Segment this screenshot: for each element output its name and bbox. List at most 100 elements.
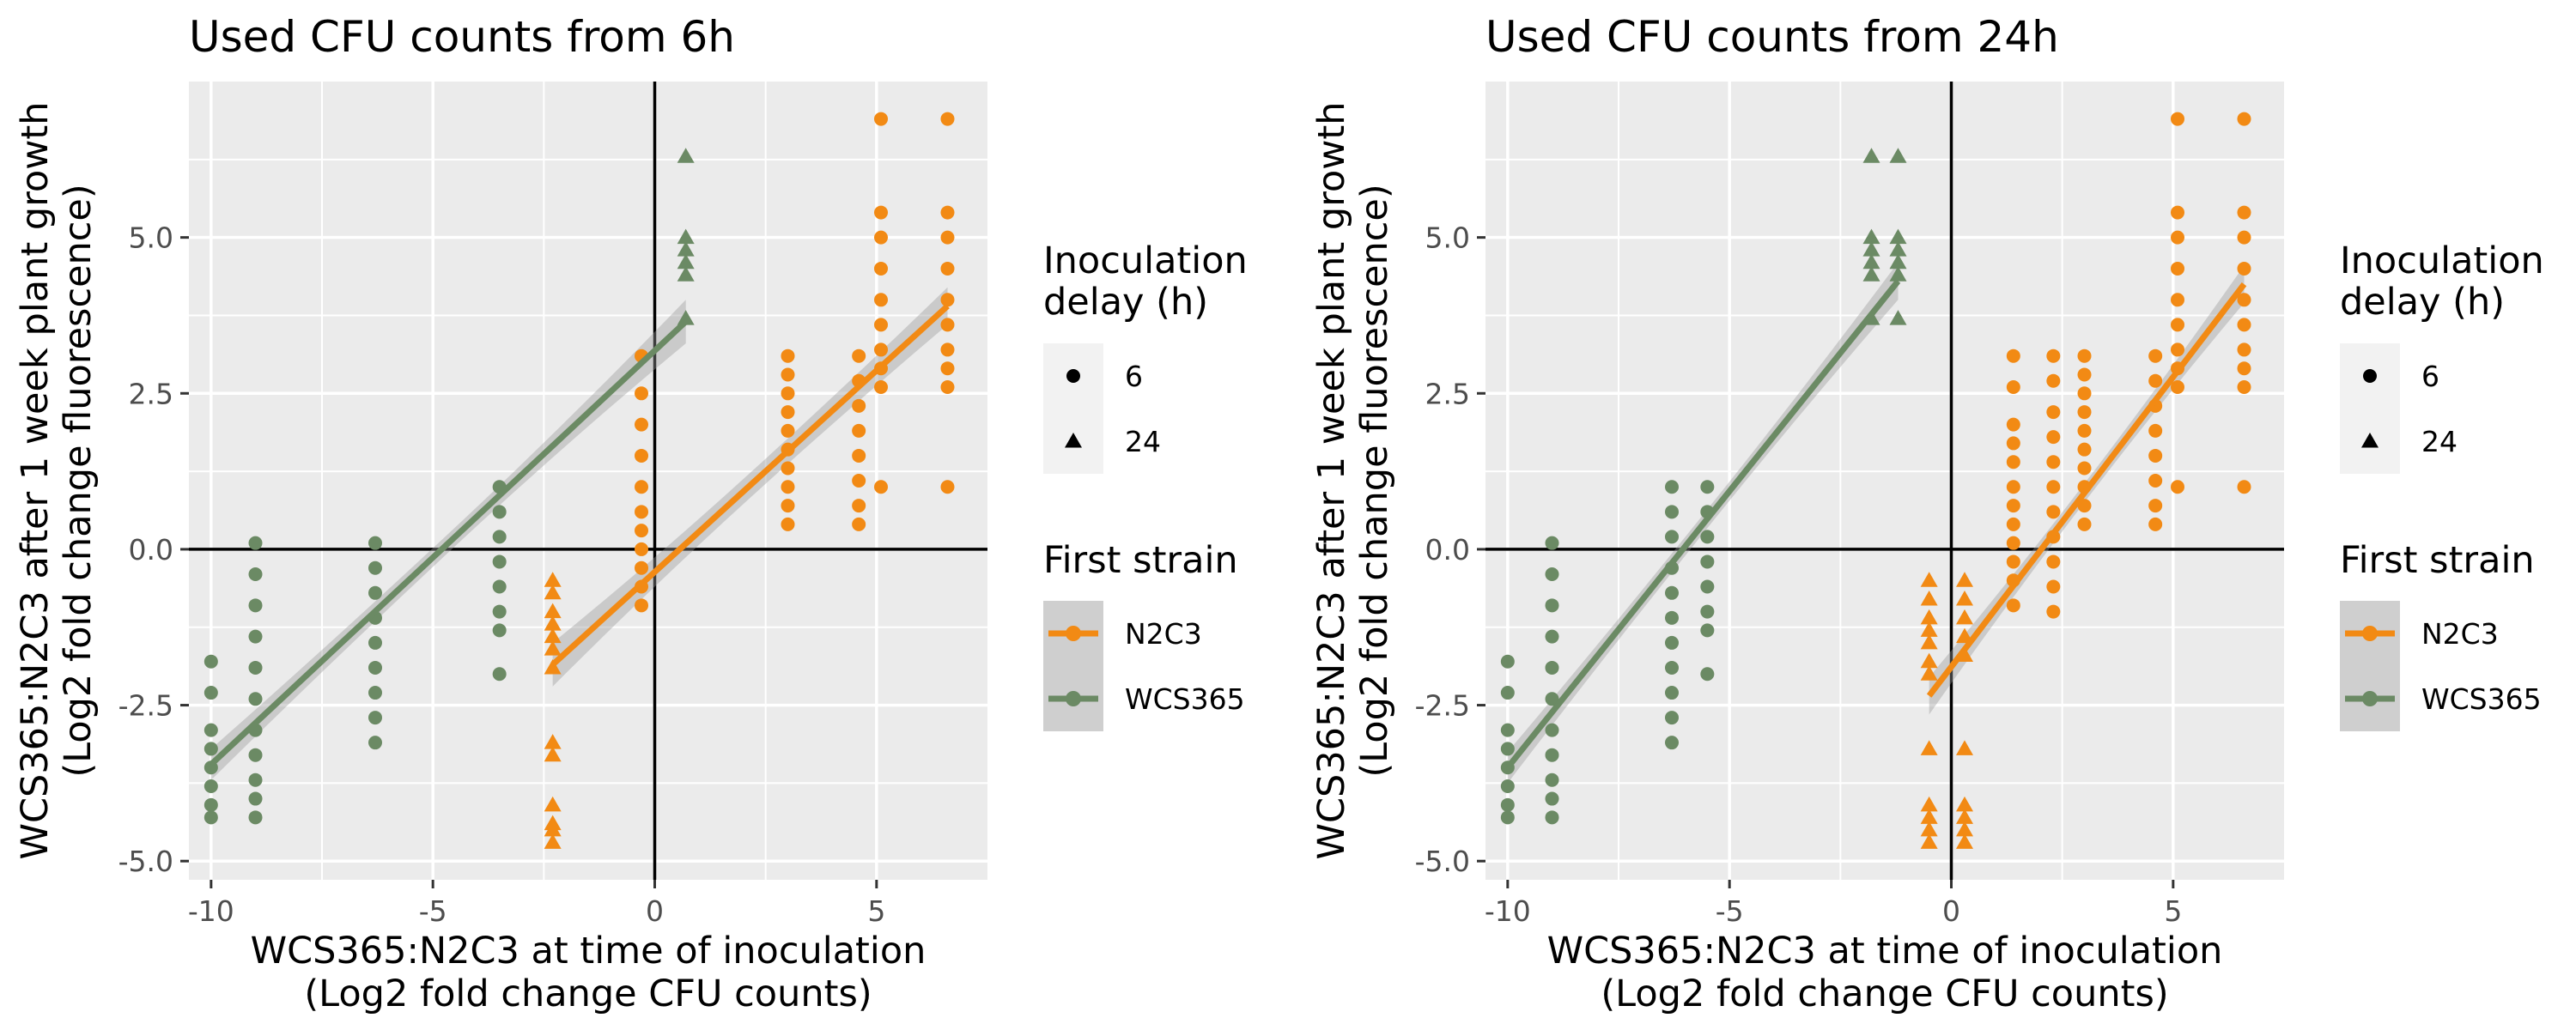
data-point-n2c3	[852, 448, 866, 463]
data-point-wcs365	[1700, 667, 1715, 682]
data-point-n2c3	[874, 380, 888, 395]
data-point-n2c3	[2077, 405, 2092, 420]
data-point-n2c3	[2171, 342, 2184, 357]
data-point-n2c3	[1956, 796, 1973, 812]
legend-key-circle	[2363, 369, 2377, 383]
legend-label-strain: N2C3	[2421, 617, 2499, 651]
data-point-wcs365	[204, 797, 218, 812]
data-point-n2c3	[544, 833, 562, 849]
legend-key-circle	[1066, 369, 1080, 383]
data-point-wcs365	[1862, 148, 1880, 163]
data-point-n2c3	[2077, 367, 2092, 382]
y-tick-label: 2.5	[129, 377, 173, 410]
data-point-n2c3	[781, 367, 795, 382]
data-point-wcs365	[1889, 310, 1907, 325]
legend-key-point	[2362, 626, 2378, 641]
data-point-n2c3	[2046, 505, 2061, 519]
data-point-n2c3	[2046, 348, 2061, 363]
data-point-wcs365	[1889, 241, 1907, 257]
data-point-n2c3	[940, 261, 955, 276]
data-point-wcs365	[1889, 253, 1907, 270]
data-point-n2c3	[852, 474, 866, 488]
data-point-n2c3	[2046, 604, 2061, 619]
data-point-wcs365	[1862, 228, 1880, 245]
data-point-n2c3	[2148, 474, 2163, 488]
data-point-n2c3	[544, 658, 562, 675]
x-axis-title: (Log2 fold change CFU counts)	[1601, 972, 2168, 1015]
data-point-n2c3	[544, 746, 562, 762]
data-point-n2c3	[1956, 572, 1973, 587]
data-point-wcs365	[1545, 748, 1559, 762]
x-tick-label: 5	[2164, 894, 2182, 928]
y-axis-title: WCS365:N2C3 after 1 week plant growth	[14, 101, 57, 859]
data-point-wcs365	[204, 779, 218, 794]
data-point-n2c3	[1920, 833, 1938, 849]
x-tick-label: -10	[188, 894, 234, 928]
data-point-wcs365	[368, 585, 382, 600]
data-point-n2c3	[781, 517, 795, 531]
data-point-n2c3	[2171, 112, 2184, 126]
data-point-n2c3	[2046, 405, 2061, 420]
data-point-n2c3	[2006, 348, 2020, 363]
data-point-wcs365	[248, 791, 263, 806]
data-point-n2c3	[2171, 261, 2184, 276]
data-point-n2c3	[2237, 318, 2251, 332]
y-tick-label: -2.5	[1415, 689, 1470, 723]
data-point-n2c3	[852, 348, 866, 363]
y-tick-label: 0.0	[129, 533, 173, 566]
data-point-wcs365	[248, 566, 263, 581]
data-point-wcs365	[368, 560, 382, 575]
x-tick-label: -10	[1485, 894, 1531, 928]
data-point-n2c3	[2046, 455, 2061, 470]
data-point-wcs365	[1665, 505, 1679, 519]
data-point-wcs365	[677, 310, 695, 325]
data-point-n2c3	[1920, 633, 1938, 650]
data-point-n2c3	[781, 386, 795, 401]
legend-title-delay: Inoculation	[1043, 239, 1248, 282]
data-point-n2c3	[1956, 833, 1973, 849]
data-point-n2c3	[2171, 205, 2184, 220]
data-point-n2c3	[2077, 517, 2092, 531]
y-tick-label: -5.0	[1415, 845, 1470, 878]
data-point-wcs365	[368, 711, 382, 725]
legend-label-delay: 24	[2421, 425, 2458, 458]
data-point-wcs365	[1665, 480, 1679, 494]
data-point-n2c3	[940, 293, 955, 307]
data-point-wcs365	[1545, 566, 1559, 581]
data-point-n2c3	[940, 205, 955, 220]
legend-title-delay: Inoculation	[2340, 239, 2544, 282]
data-point-n2c3	[781, 461, 795, 476]
data-point-wcs365	[204, 686, 218, 700]
data-point-n2c3	[2148, 348, 2163, 363]
data-point-n2c3	[544, 640, 562, 656]
data-point-n2c3	[635, 542, 648, 556]
data-point-wcs365	[248, 748, 263, 762]
legend-title-strain: First strain	[1043, 539, 1238, 582]
legend-key-point	[2362, 691, 2378, 706]
data-point-n2c3	[940, 480, 955, 494]
data-point-n2c3	[544, 627, 562, 644]
data-point-n2c3	[1920, 740, 1938, 755]
legend-label-delay: 6	[2421, 360, 2439, 393]
y-tick-label: 5.0	[1425, 221, 1470, 255]
data-point-n2c3	[2171, 293, 2184, 307]
data-point-wcs365	[248, 536, 263, 550]
legend-label-strain: WCS365	[1125, 682, 1245, 716]
fit-line-wcs365	[1505, 279, 1901, 770]
data-point-n2c3	[781, 480, 795, 494]
data-point-wcs365	[1545, 692, 1559, 706]
data-point-n2c3	[1920, 665, 1938, 681]
data-point-wcs365	[1665, 610, 1679, 625]
chart-title: Used CFU counts from 6h	[189, 12, 735, 62]
data-point-wcs365	[492, 667, 507, 682]
data-point-n2c3	[2148, 373, 2163, 388]
data-point-n2c3	[2237, 112, 2251, 126]
data-point-n2c3	[2006, 436, 2020, 451]
data-point-n2c3	[2046, 579, 2061, 594]
data-point-n2c3	[852, 423, 866, 438]
data-point-n2c3	[2171, 230, 2184, 245]
data-point-wcs365	[1700, 604, 1715, 619]
data-point-n2c3	[2077, 386, 2092, 401]
data-point-wcs365	[1500, 654, 1515, 669]
chart-title: Used CFU counts from 24h	[1485, 12, 2059, 62]
